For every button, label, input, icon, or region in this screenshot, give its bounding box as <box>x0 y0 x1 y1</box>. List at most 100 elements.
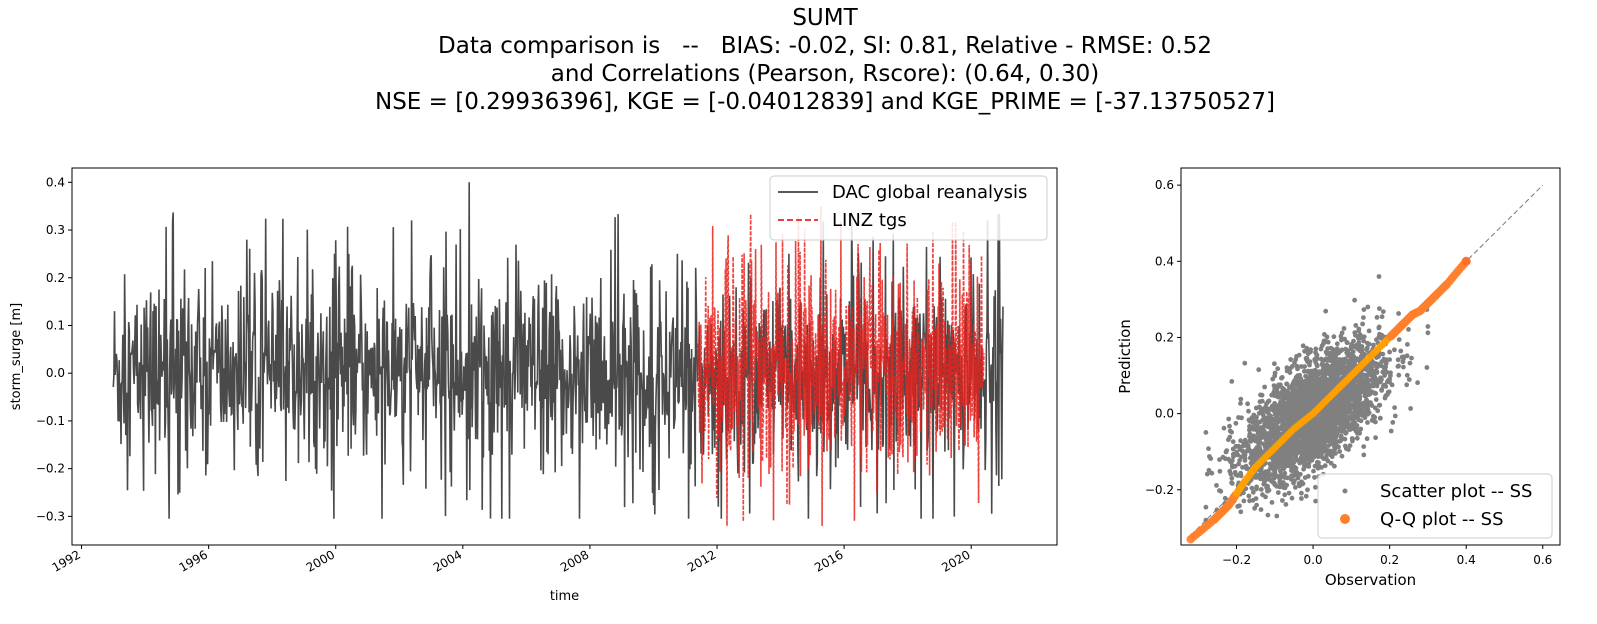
scatter-point <box>1203 430 1209 435</box>
scatter-point <box>1255 450 1261 456</box>
scatter-point <box>1314 459 1320 465</box>
scatter-point <box>1398 348 1404 354</box>
scatter-point <box>1272 457 1278 463</box>
scatter-point <box>1339 428 1345 434</box>
scatter-point <box>1367 371 1373 377</box>
scatter-point <box>1405 342 1410 347</box>
scatter-point <box>1250 426 1255 432</box>
scatter-point <box>1279 446 1285 451</box>
scatter-point <box>1299 496 1304 501</box>
scatter-point <box>1345 414 1351 420</box>
scatter-point <box>1298 434 1303 440</box>
scatter-point <box>1348 364 1353 369</box>
scatter-point <box>1312 418 1318 423</box>
scatter-point <box>1261 417 1267 423</box>
scatter-point <box>1256 367 1262 373</box>
scatter-point <box>1322 412 1328 418</box>
scatter-point <box>1390 420 1396 425</box>
scatter-point <box>1246 408 1251 414</box>
scatter-point <box>1229 481 1235 486</box>
title-line-station: SUMT <box>792 5 858 31</box>
scatter-point <box>1258 392 1263 398</box>
scatter-point <box>1383 393 1389 399</box>
scatter-point <box>1253 435 1259 441</box>
x-tick-label: 0.6 <box>1533 553 1552 567</box>
scatter-point <box>1388 428 1394 434</box>
scatter-point <box>1282 492 1288 498</box>
scatter-point <box>1358 356 1364 362</box>
scatter-point <box>1296 352 1302 358</box>
scatter-point <box>1229 475 1235 481</box>
scatter-point <box>1314 363 1320 369</box>
scatter-point <box>1303 356 1309 361</box>
x-tick-label: 1996 <box>177 547 210 574</box>
scatter-point <box>1312 475 1317 480</box>
scatter-point <box>1369 417 1375 423</box>
scatter-point <box>1301 447 1307 452</box>
scatter-point <box>1306 348 1312 354</box>
scatter-point <box>1301 368 1307 374</box>
scatter-point <box>1359 404 1365 410</box>
scatter-point <box>1353 423 1359 429</box>
scatter-point <box>1358 426 1364 432</box>
scatter-point <box>1306 396 1311 402</box>
legend-label: DAC global reanalysis <box>832 182 1027 203</box>
scatter-point <box>1275 464 1281 470</box>
scatter-point <box>1401 354 1407 360</box>
scatter-point <box>1217 457 1222 462</box>
scatter-point <box>1256 472 1261 478</box>
scatter-point <box>1293 485 1298 490</box>
scatter-point <box>1349 436 1355 441</box>
scatter-point <box>1316 448 1321 454</box>
scatter-point <box>1396 337 1402 342</box>
scatter-point <box>1376 325 1382 331</box>
scatter-point <box>1392 405 1397 410</box>
scatter-point <box>1299 490 1304 496</box>
x-axis-label: Observation <box>1325 571 1416 589</box>
scatter-point <box>1353 428 1359 434</box>
scatter-point <box>1266 487 1272 493</box>
scatter-point <box>1382 364 1387 370</box>
scatter-point <box>1232 469 1238 475</box>
scatter-point <box>1271 475 1277 481</box>
y-tick-label: 0.2 <box>1155 330 1174 344</box>
x-tick-label: 2008 <box>558 547 591 574</box>
scatter-point <box>1384 369 1390 375</box>
scatter-point <box>1364 398 1370 404</box>
scatter-point <box>1400 359 1406 365</box>
scatter-point <box>1321 447 1326 452</box>
scatter-point <box>1331 334 1337 340</box>
scatter-point <box>1250 458 1256 464</box>
scatter-point <box>1331 349 1337 354</box>
scatter-point <box>1258 425 1264 430</box>
scatter-point <box>1333 374 1338 380</box>
scatter-point <box>1281 459 1287 465</box>
scatter-point <box>1245 401 1250 407</box>
scatter-point <box>1318 346 1324 352</box>
scatter-point <box>1313 369 1319 374</box>
y-axis-label: storm_surge [m] <box>9 303 24 410</box>
scatter-point <box>1355 415 1360 421</box>
scatter-point <box>1269 407 1275 412</box>
scatter-point <box>1330 418 1336 424</box>
scatter-point <box>1334 443 1340 449</box>
scatter-point <box>1204 471 1210 477</box>
scatter-point <box>1235 504 1241 509</box>
scatter-point <box>1404 372 1410 378</box>
scatter-point <box>1260 441 1266 447</box>
scatter-point <box>1336 405 1342 411</box>
scatter-point <box>1329 379 1334 384</box>
scatter-point <box>1325 383 1330 389</box>
scatter-point <box>1254 427 1259 433</box>
scatter-point <box>1302 364 1307 369</box>
scatter-point <box>1227 428 1233 434</box>
scatter-point <box>1265 512 1271 518</box>
scatter-point <box>1363 385 1369 390</box>
scatter-point <box>1279 463 1285 469</box>
scatter-point <box>1303 493 1309 499</box>
scatter-point <box>1277 480 1283 485</box>
scatter-point <box>1415 380 1420 386</box>
scatter-point <box>1326 443 1331 448</box>
scatter-point <box>1271 480 1277 486</box>
scatter-point <box>1285 424 1291 429</box>
